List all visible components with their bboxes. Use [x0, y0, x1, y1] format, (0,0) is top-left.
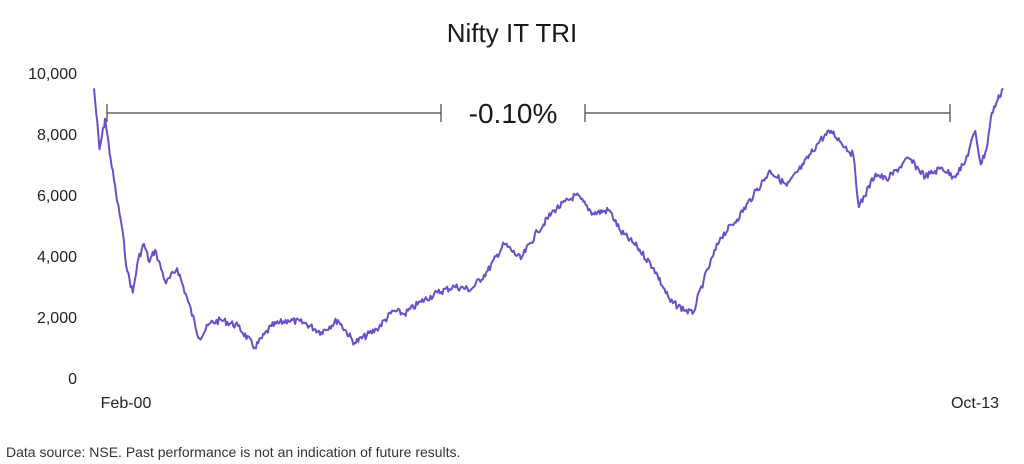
y-tick-label: 4,000: [37, 249, 77, 266]
footnote: Data source: NSE. Past performance is no…: [6, 444, 461, 460]
x-tick-label: Oct-13: [951, 395, 999, 412]
return-annotation: -0.10%: [106, 98, 951, 129]
x-axis: Feb-00 Oct-13: [101, 395, 999, 412]
y-axis: 0 2,000 4,000 6,000 8,000 10,000: [28, 66, 77, 388]
annotation-label: -0.10%: [469, 98, 558, 129]
x-tick-label: Feb-00: [101, 395, 152, 412]
chart: Nifty IT TRI 0 2,000 4,000 6,000 8,000 10,000…: [28, 18, 1004, 412]
y-tick-label: 0: [68, 371, 77, 388]
y-tick-label: 2,000: [37, 310, 77, 327]
y-tick-label: 8,000: [37, 127, 77, 144]
y-tick-label: 10,000: [28, 66, 77, 83]
series-line: [93, 87, 1004, 350]
y-tick-label: 6,000: [37, 188, 77, 205]
chart-title: Nifty IT TRI: [447, 18, 578, 48]
